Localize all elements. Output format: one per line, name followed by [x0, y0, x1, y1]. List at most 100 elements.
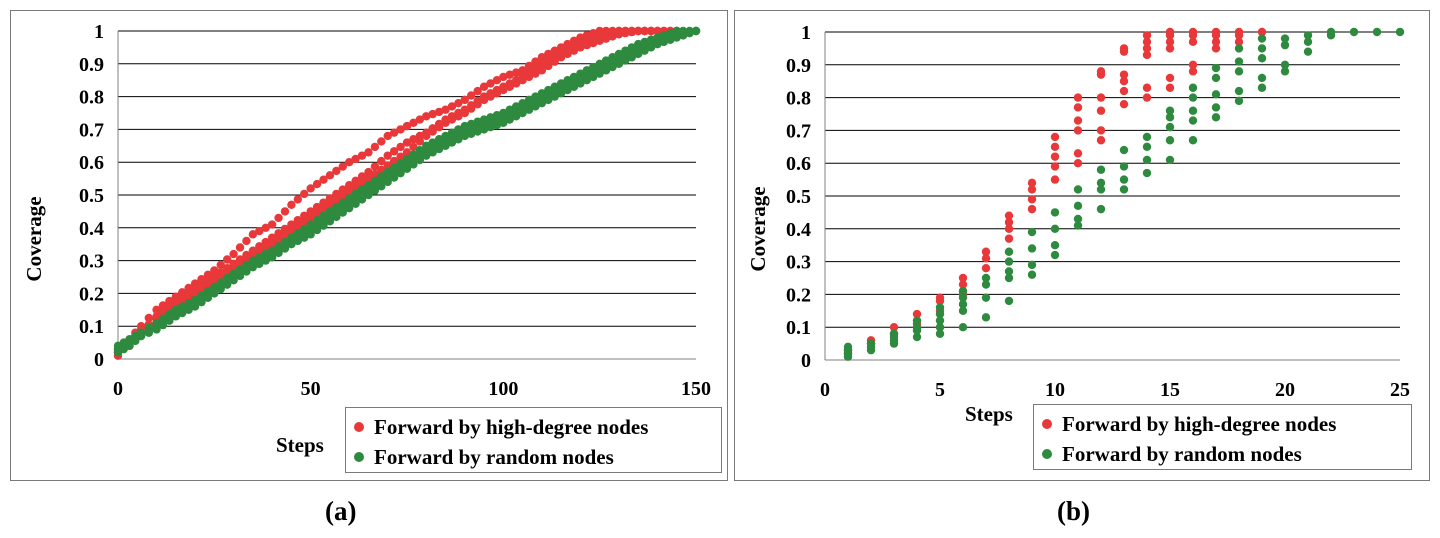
chart-a-series-1-point	[595, 59, 604, 68]
chart-b-series-0-point	[1165, 73, 1175, 83]
chart-b-series-1-point	[912, 332, 922, 342]
chart-a-series-0-point	[332, 189, 341, 199]
chart-a-series-0-point	[544, 49, 553, 59]
chart-a-series-1-point	[499, 108, 508, 118]
chart-a-series-1-point	[178, 302, 187, 311]
chart-a-series-1-point	[203, 293, 213, 302]
chart-a-series-0-point	[248, 230, 258, 239]
chart-a-series-1-point	[646, 35, 656, 44]
chart-a-plot: 0 0.1 0.2 0.3 0.4 0.5 0.6 0.7 0.8 0.9 1 0 50 100 150 St…	[22, 21, 711, 457]
chart-b-series-1-point	[1073, 201, 1083, 211]
chart-a-series-1-point	[537, 98, 547, 108]
chart-b-series-1-point	[1395, 27, 1405, 37]
chart-b-series-1-point	[1303, 31, 1313, 40]
chart-a-series-0-point	[274, 213, 283, 223]
chart-a-series-1-point	[659, 31, 669, 40]
chart-a-series-1-point	[569, 72, 579, 82]
chart-a-series-1-point	[601, 66, 611, 75]
chart-b-series-0-point	[1188, 67, 1198, 76]
chart-b-x-tick-label: 20	[1275, 379, 1295, 401]
chart-b-series-1-point	[981, 273, 991, 283]
chart-a-series-1-point	[345, 203, 354, 213]
chart-b-series-0-point	[1188, 60, 1198, 69]
chart-a-series-1-point	[158, 314, 168, 323]
chart-a-series-1-point	[222, 280, 232, 289]
chart-a-series-0-point	[300, 189, 309, 199]
chart-b-series-0-point	[1165, 44, 1175, 53]
chart-a-series-0-point	[402, 148, 412, 157]
chart-b-series-1-point	[1257, 73, 1267, 83]
chart-b-series-0-point	[1119, 99, 1129, 109]
chart-b-series-1-point	[981, 293, 991, 302]
chart-a-y-axis-label: Coverage	[22, 196, 46, 281]
chart-a-series-1-point	[171, 312, 180, 321]
chart-a-series-0-point	[306, 213, 315, 223]
chart-a-y-tick-label: 0	[94, 349, 104, 371]
chart-b-series-1-point	[958, 300, 968, 309]
chart-a-series-0-point	[550, 46, 559, 55]
chart-a-series-0-point	[383, 161, 392, 170]
chart-a-series-0-point	[293, 195, 303, 204]
chart-a-y-tick-label: 1	[94, 21, 104, 43]
chart-b-series-0-point	[1211, 37, 1221, 47]
chart-a-series-1-point	[678, 31, 688, 40]
chart-b-series-1-point	[1165, 122, 1175, 132]
chart-a-series-1-point	[383, 167, 392, 177]
chart-a-series-0-point	[505, 70, 514, 79]
chart-a-series-1-point	[396, 159, 405, 168]
chart-a-series-0-point	[454, 98, 463, 108]
chart-a-series-1-point	[197, 297, 206, 307]
chart-b-series-0-point	[912, 309, 922, 319]
chart-b-series-0-point	[1142, 44, 1152, 53]
chart-a-series-0-point	[300, 211, 309, 220]
chart-a-series-1-point	[274, 248, 283, 258]
chart-a-series-0-point	[389, 156, 399, 166]
chart-b-series-1-point	[1349, 27, 1359, 37]
chart-a-series-0-point	[556, 43, 566, 52]
chart-b-series-1-point	[1050, 224, 1060, 233]
chart-b-series-1-point	[1004, 257, 1014, 266]
chart-a-series-1-point	[293, 236, 303, 246]
chart-a-series-1-point	[531, 102, 540, 111]
chart-b-series-1-point	[1096, 185, 1106, 194]
chart-a-series-0-point	[229, 262, 238, 272]
chart-a-series-0-point	[165, 296, 174, 306]
chart-a-series-0-point	[518, 76, 527, 85]
chart-b-x-tick-label: 5	[935, 379, 945, 401]
chart-b-y-tick-label: 0.7	[786, 120, 811, 142]
chart-a-series-1-point	[524, 95, 534, 105]
chart-a-series-1-point	[165, 309, 174, 319]
chart-a-series-1-point	[152, 325, 161, 334]
chart-b-series-0-point	[1096, 67, 1106, 76]
chart-a-series-0-point	[338, 162, 347, 171]
chart-a-x-tick-label: 150	[681, 378, 711, 400]
chart-b-series-0-point	[1142, 93, 1152, 102]
chart-a-series-0-point	[544, 61, 553, 71]
chart-b-series-1-point	[935, 323, 945, 332]
chart-b-series-1-point	[1211, 103, 1221, 112]
chart-a-series-1-point	[261, 249, 270, 259]
chart-b-series-1-point	[1027, 244, 1037, 253]
chart-a-series-1-point	[454, 125, 463, 134]
chart-a-series-1-point	[614, 49, 624, 59]
chart-a-series-1-point	[377, 182, 386, 191]
chart-b-series-1-point	[1004, 267, 1014, 276]
chart-a-series-0-point	[595, 36, 604, 46]
chart-a-x-tick-label: 100	[488, 378, 518, 400]
chart-a-series-0-point	[377, 165, 386, 175]
chart-a-series-1-point	[171, 305, 180, 314]
chart-b-series-0-point	[1073, 149, 1083, 158]
chart-b-series-1-point	[1257, 44, 1267, 53]
chart-b-series-1-point	[1257, 54, 1267, 63]
chart-a-series-1-point	[409, 160, 418, 169]
chart-a-series-0-point	[210, 266, 219, 275]
chart-a-series-0-point	[582, 31, 592, 40]
chart-a-series-0-point	[357, 178, 367, 188]
chart-a-series-0-point	[216, 260, 225, 270]
chart-b-series-1-point	[1280, 67, 1290, 76]
chart-a-series-0-point	[550, 57, 559, 66]
chart-a-y-tick-label: 0.3	[79, 251, 104, 273]
chart-a-series-0-point	[280, 207, 290, 216]
chart-a-series-1-point	[640, 37, 649, 47]
chart-a-series-1-point	[544, 85, 553, 95]
